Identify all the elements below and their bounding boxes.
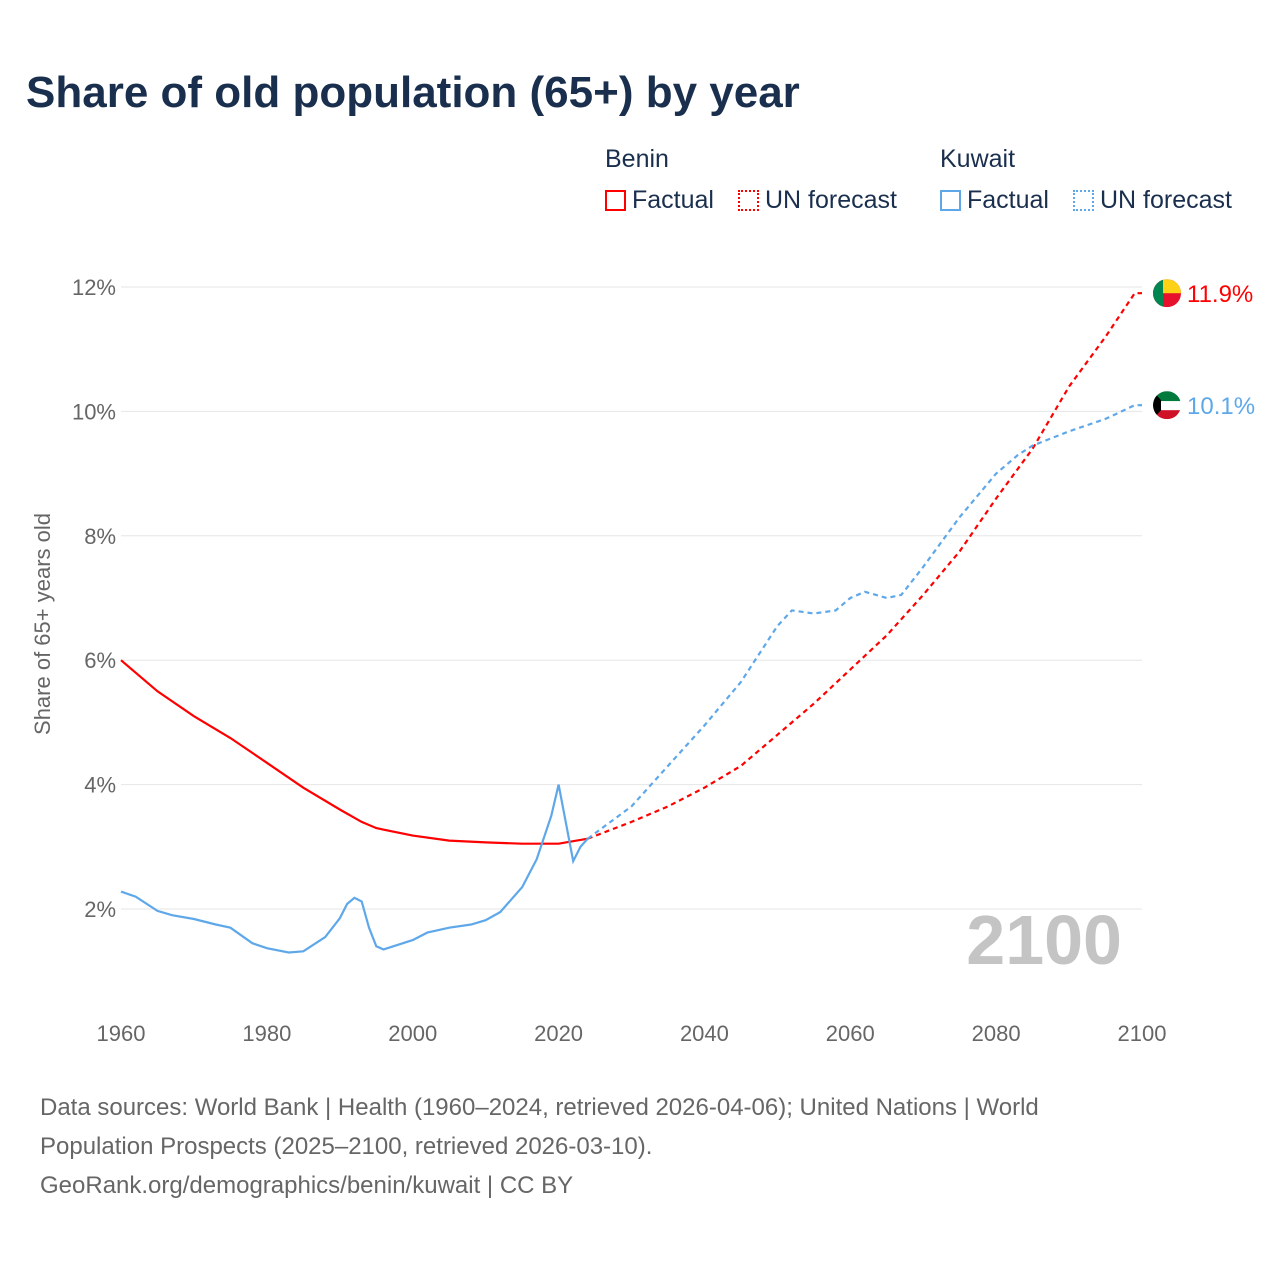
legend-label: UN forecast bbox=[765, 186, 897, 214]
legend-label: UN forecast bbox=[1100, 186, 1232, 214]
footer-credit[interactable]: GeoRank.org/demographics/benin/kuwait | … bbox=[40, 1172, 574, 1199]
legend-benin-factual[interactable]: Factual bbox=[605, 186, 714, 215]
line-benin-factual bbox=[120, 659, 588, 845]
x-tick-label: 2040 bbox=[680, 1021, 729, 1046]
y-tick-label: 8% bbox=[84, 524, 116, 549]
line-kuwait-forecast bbox=[587, 404, 1142, 840]
legend-kuwait-factual[interactable]: Factual bbox=[940, 186, 1049, 215]
y-axis-label: Share of 65+ years old bbox=[30, 513, 55, 735]
legend-group-kuwait: Kuwait bbox=[940, 145, 1016, 173]
footer: Data sources: World Bank | Health (1960–… bbox=[40, 1088, 1039, 1205]
legend-swatch bbox=[1073, 190, 1094, 211]
legend-swatch bbox=[940, 190, 961, 211]
legend-swatch bbox=[738, 190, 759, 211]
flag-benin-icon bbox=[1153, 279, 1181, 308]
y-tick-label: 12% bbox=[72, 275, 116, 300]
legend-benin-forecast[interactable]: UN forecast bbox=[738, 186, 897, 215]
footer-sources-2: Population Prospects (2025–2100, retriev… bbox=[40, 1133, 653, 1160]
x-tick-label: 2000 bbox=[388, 1021, 437, 1046]
x-tick-label: 2100 bbox=[1118, 1021, 1167, 1046]
footer-sources-1: Data sources: World Bank | Health (1960–… bbox=[40, 1094, 1039, 1121]
legend-group-benin: Benin bbox=[605, 145, 669, 173]
legend-label: Factual bbox=[967, 186, 1049, 214]
year-watermark: 2100 bbox=[966, 901, 1122, 979]
legend-swatch bbox=[605, 190, 626, 211]
chart-title: Share of old population (65+) by year bbox=[26, 68, 800, 117]
x-tick-label: 2080 bbox=[972, 1021, 1021, 1046]
legend-label: Factual bbox=[632, 186, 714, 214]
y-tick-label: 4% bbox=[84, 773, 116, 798]
x-tick-label: 1960 bbox=[97, 1021, 146, 1046]
end-label-benin: 11.9% bbox=[1187, 281, 1253, 308]
legend-kuwait-forecast[interactable]: UN forecast bbox=[1073, 186, 1232, 215]
flag-kuwait-icon bbox=[1153, 391, 1181, 420]
x-tick-label: 2060 bbox=[826, 1021, 875, 1046]
line-kuwait-factual bbox=[120, 784, 589, 954]
line-benin-forecast bbox=[587, 292, 1142, 840]
x-tick-label: 2020 bbox=[534, 1021, 583, 1046]
y-tick-label: 2% bbox=[84, 897, 116, 922]
end-label-kuwait: 10.1% bbox=[1187, 393, 1255, 420]
y-tick-label: 10% bbox=[72, 399, 116, 424]
y-tick-label: 6% bbox=[84, 648, 116, 673]
x-tick-label: 1980 bbox=[242, 1021, 291, 1046]
